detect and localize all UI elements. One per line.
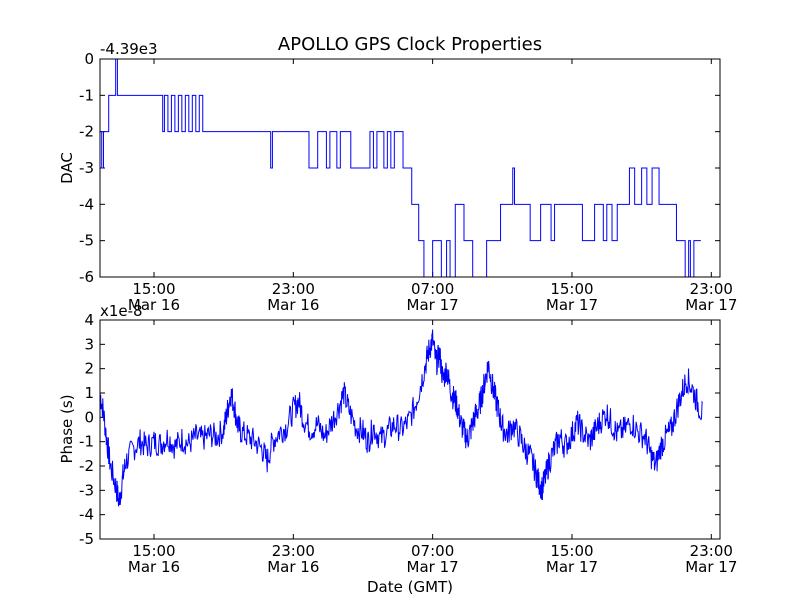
phase-y-tick-label: -1 xyxy=(79,433,94,451)
dac-x-tick-label: 23:00 xyxy=(272,280,315,298)
phase-x-tick-label: 15:00 xyxy=(550,542,593,560)
phase-y-tick-label: -5 xyxy=(79,530,94,548)
dac-series-line xyxy=(100,58,701,278)
dac-y-tick-label: -4 xyxy=(79,195,94,213)
dac-x-tick-label: 15:00 xyxy=(550,280,593,298)
dac-y-tick-label: -3 xyxy=(79,159,94,177)
dac-y-tick-label: -5 xyxy=(79,232,94,250)
phase-x-tick-label: 23:00 xyxy=(690,542,733,560)
phase-x-tick-date: Mar 16 xyxy=(267,558,319,576)
dac-y-tick-label: -6 xyxy=(79,268,94,286)
phase-y-tick-label: -4 xyxy=(79,506,94,524)
dac-y-ticks: 0 -1 -2 -3 -4 -5 -6 xyxy=(79,50,720,286)
phase-y-ticks: 4 3 2 1 0 -1 -2 -3 -4 -5 xyxy=(79,311,720,548)
phase-series-group xyxy=(99,329,704,507)
phase-panel: x1e-8 Phase (s) Date (GMT) 4 3 2 1 0 -1 -2 -3 -4… xyxy=(58,302,737,596)
chart-title: APOLLO GPS Clock Properties xyxy=(278,34,542,55)
phase-y-tick-label: 4 xyxy=(84,311,94,329)
phase-offset-label: x1e-8 xyxy=(100,302,143,320)
phase-x-axis-label: Date (GMT) xyxy=(367,578,453,596)
phase-x-tick-date: Mar 17 xyxy=(546,558,598,576)
phase-plot-frame xyxy=(99,319,721,540)
dac-y-tick-label: -2 xyxy=(79,123,94,141)
phase-x-tick-label: 07:00 xyxy=(411,542,454,560)
dac-y-axis-label: DAC xyxy=(58,152,76,184)
dac-series-group xyxy=(100,58,701,278)
phase-y-tick-label: 2 xyxy=(84,360,94,378)
dac-x-tick-date: Mar 17 xyxy=(685,296,737,314)
dac-plot-frame xyxy=(99,58,721,278)
dac-x-tick-date: Mar 16 xyxy=(128,296,180,314)
phase-x-tick-date: Mar 17 xyxy=(685,558,737,576)
dac-x-tick-label: 23:00 xyxy=(690,280,733,298)
phase-y-tick-label: -3 xyxy=(79,481,94,499)
dac-x-tick-label: 07:00 xyxy=(411,280,454,298)
phase-x-tick-label: 23:00 xyxy=(272,542,315,560)
phase-x-tick-date: Mar 16 xyxy=(128,558,180,576)
dac-y-tick-label: -1 xyxy=(79,86,94,104)
phase-y-tick-label: -2 xyxy=(79,457,94,475)
phase-y-tick-label: 3 xyxy=(84,335,94,353)
dac-offset-label: -4.39e3 xyxy=(100,40,158,58)
phase-y-tick-label: 0 xyxy=(84,408,94,426)
dac-y-tick-label: 0 xyxy=(84,50,94,68)
dac-x-tick-date: Mar 17 xyxy=(546,296,598,314)
phase-y-tick-label: 1 xyxy=(84,384,94,402)
phase-series-line xyxy=(99,329,704,507)
phase-x-tick-date: Mar 17 xyxy=(407,558,459,576)
phase-y-axis-label: Phase (s) xyxy=(58,394,76,463)
dac-x-tick-label: 15:00 xyxy=(132,280,175,298)
phase-x-tick-label: 15:00 xyxy=(132,542,175,560)
dac-x-tick-date: Mar 16 xyxy=(267,296,319,314)
dac-x-tick-date: Mar 17 xyxy=(407,296,459,314)
